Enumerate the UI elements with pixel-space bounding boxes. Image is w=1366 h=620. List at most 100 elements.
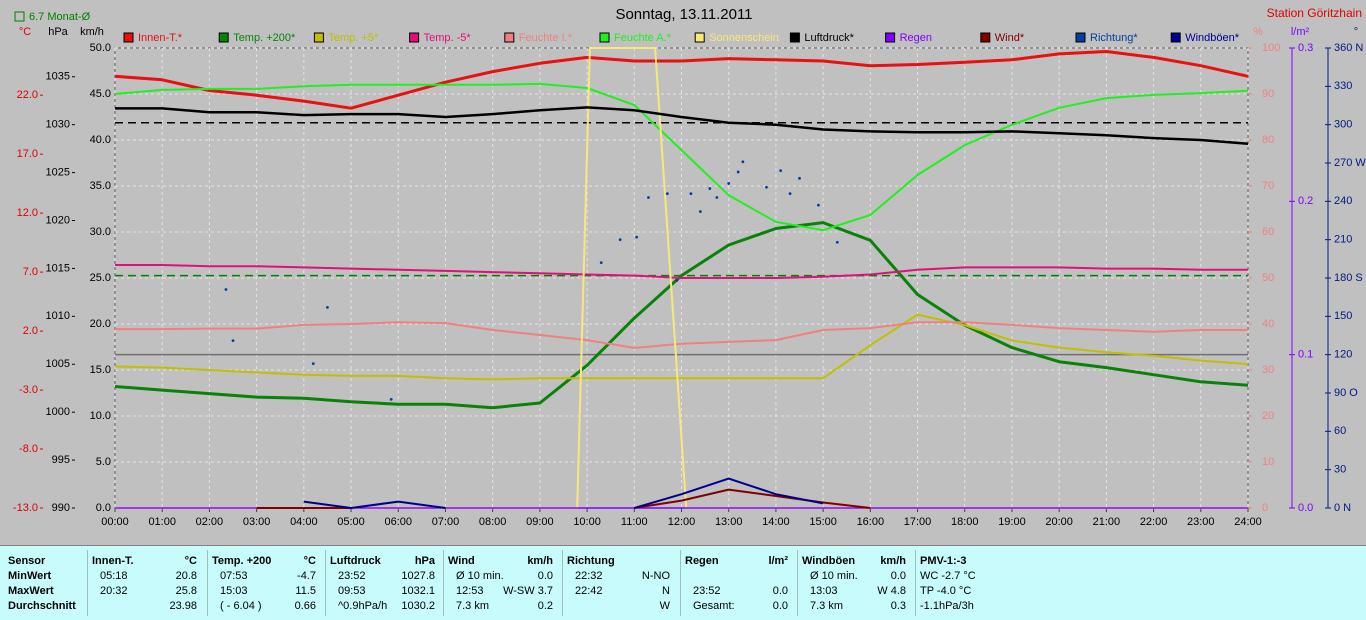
direction-dot	[326, 305, 329, 309]
direction-dot	[689, 192, 693, 196]
y-tick-label: 35.0	[90, 180, 111, 192]
column-header: Wind	[448, 555, 475, 567]
row-cell: 09:53	[338, 585, 366, 597]
row-cell: 7.3 km	[810, 600, 844, 612]
y-tick-label: 0.0	[1298, 502, 1313, 514]
column-unit: km/h	[527, 555, 553, 567]
y-tick-label: 40.0	[90, 134, 111, 146]
y-tick-label: 15.0	[90, 364, 111, 376]
y-tick-label: 0.2	[1298, 195, 1313, 207]
y-tick-label: 12.0	[17, 207, 38, 219]
monthly-icon	[14, 11, 25, 22]
series-line	[115, 321, 1248, 349]
column-unit: hPa	[414, 555, 435, 567]
chart-title: Sonntag, 13.11.2011	[615, 6, 752, 23]
row-cell: -1.1hPa/3h	[920, 600, 974, 612]
y-tick-label: 1015	[46, 262, 70, 274]
y-tick-label: 0.0	[96, 502, 111, 514]
row-value: W-SW 3.7	[503, 585, 553, 597]
x-tick-label: 22:00	[1140, 516, 1168, 528]
y-tick-label: 45.0	[90, 88, 111, 100]
axis-unit: %	[1253, 26, 1263, 38]
row-cell: ( - 6.04 )	[220, 600, 262, 612]
axis-unit: km/h	[80, 26, 104, 38]
y-tick-label: -3.0	[19, 384, 38, 396]
direction-dot	[817, 203, 820, 207]
direction-dot	[618, 238, 622, 242]
y-tick-label: 2.0	[23, 325, 38, 337]
x-tick-label: 13:00	[715, 516, 743, 528]
y-tick-label: 1030	[46, 119, 70, 131]
column-header: Windböen	[802, 555, 856, 567]
column-separator	[443, 550, 444, 616]
y-tick-label: 7.0	[23, 266, 38, 278]
y-tick-label: 10.0	[90, 410, 111, 422]
x-tick-label: 24:00	[1234, 516, 1262, 528]
y-tick-label: 17.0	[17, 148, 38, 160]
y-tick-label: 270 W	[1334, 157, 1366, 169]
legend-label: Temp. +200*	[233, 32, 296, 44]
row-value: 0.2	[537, 600, 553, 612]
y-tick-label: 150	[1334, 310, 1352, 322]
y-tick-label: 1000	[46, 406, 70, 418]
row-cell: 05:18	[100, 570, 128, 582]
legend-label: Innen-T.*	[138, 32, 183, 44]
column-header: Luftdruck	[330, 555, 381, 567]
column-separator	[797, 550, 798, 616]
row-cell: TP -4.0 °C	[920, 585, 972, 597]
row-cell: 22:42	[575, 585, 603, 597]
column-unit: °C	[184, 555, 197, 567]
column-separator	[207, 550, 208, 616]
legend-swatch	[409, 32, 420, 43]
legend-label: Wind*	[995, 32, 1025, 44]
direction-dot	[635, 235, 639, 239]
y-tick-label: 40	[1262, 318, 1274, 330]
row-cell: 22:32	[575, 570, 603, 582]
x-tick-label: 02:00	[196, 516, 224, 528]
y-tick-label: 1020	[46, 214, 70, 226]
y-tick-label: 995	[52, 454, 70, 466]
x-tick-label: 21:00	[1093, 516, 1121, 528]
y-tick-label: -13.0	[13, 502, 38, 514]
y-tick-label: 22.0	[17, 89, 38, 101]
direction-dot	[835, 240, 839, 244]
direction-dot	[798, 176, 801, 180]
series-line	[114, 50, 1249, 110]
legend-swatch	[313, 32, 324, 43]
x-tick-label: 05:00	[337, 516, 365, 528]
y-tick-label: 50	[1262, 272, 1274, 284]
legend-swatch	[504, 32, 515, 43]
y-tick-label: 0 N	[1334, 502, 1351, 514]
series-line	[115, 264, 1248, 279]
row-cell: MaxWert	[8, 585, 54, 597]
row-value: -4.7	[297, 570, 316, 582]
x-tick-label: 10:00	[573, 516, 601, 528]
series-line	[303, 477, 824, 509]
y-tick-label: -8.0	[19, 443, 38, 455]
y-tick-label: 80	[1262, 134, 1274, 146]
row-value: N-NO	[641, 570, 670, 582]
direction-dot	[698, 210, 702, 213]
row-value: 1030.2	[401, 600, 435, 612]
axis-unit: °	[1354, 26, 1358, 38]
row-value: 1027.8	[401, 570, 435, 582]
y-tick-label: 70	[1262, 180, 1274, 192]
axis-unit: l/m²	[1291, 26, 1310, 38]
y-tick-label: 5.0	[96, 456, 111, 468]
row-cell: 07:53	[220, 570, 248, 582]
y-tick-label: 1005	[46, 358, 70, 370]
y-tick-label: 50.0	[90, 42, 111, 54]
x-tick-label: 16:00	[857, 516, 885, 528]
legend-swatch	[789, 32, 800, 43]
direction-dot	[665, 192, 669, 196]
series-line	[114, 82, 1249, 232]
row-value: W 4.8	[877, 585, 906, 597]
legend-swatch	[1170, 32, 1181, 43]
x-tick-label: 11:00	[621, 516, 648, 528]
row-value: 0.3	[890, 600, 906, 612]
row-cell: 20:32	[100, 585, 128, 597]
direction-dot	[715, 196, 719, 199]
y-tick-label: 0.1	[1298, 349, 1313, 361]
legend-label: Luftdruck*	[804, 32, 854, 44]
